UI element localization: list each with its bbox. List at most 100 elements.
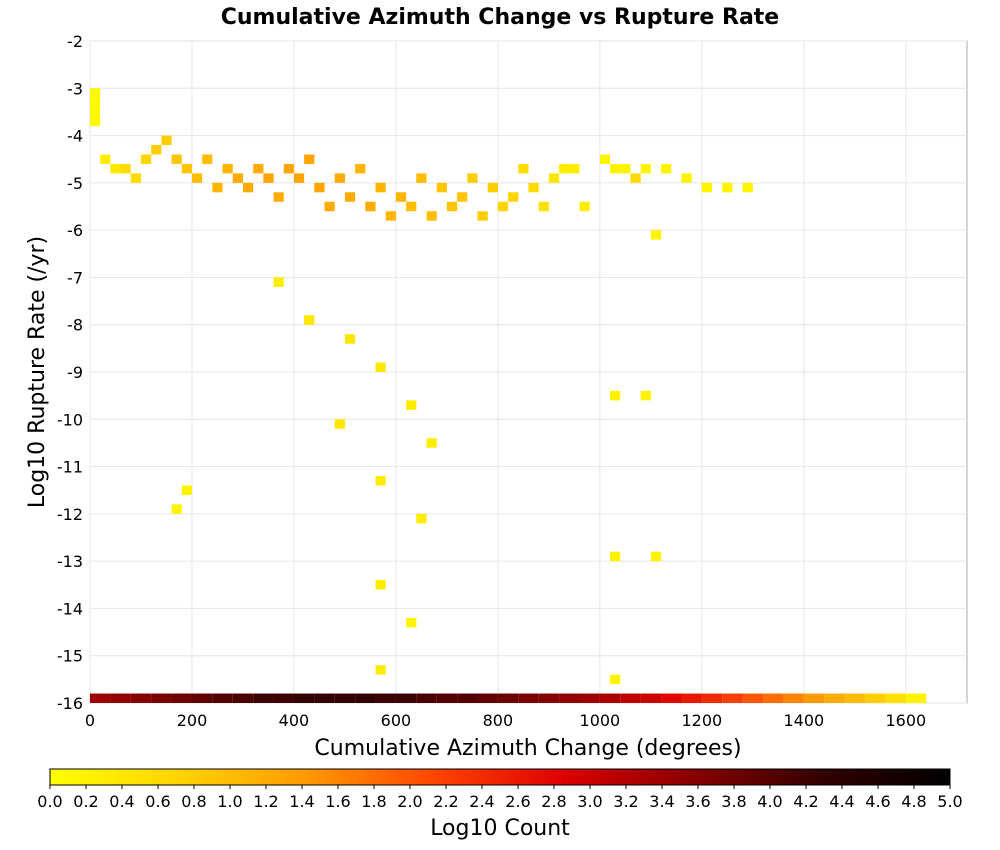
heatmap-cell [467,173,478,183]
colorbar-tick-label: 3.8 [721,792,746,811]
y-tick-label: -15 [57,647,83,666]
heatmap-cell [212,182,223,193]
heatmap-cell [640,163,651,174]
heatmap-cell [610,390,621,401]
heatmap-cell [426,438,437,448]
heatmap-baseline-cell [905,693,927,703]
heatmap-cell [497,201,509,212]
heatmap-baseline-cell [375,693,396,703]
heatmap-baseline-cell [130,693,152,703]
colorbar-tick-label: 3.6 [685,792,710,811]
y-tick-label: -6 [67,221,83,240]
y-tick-label: -3 [67,79,83,98]
heatmap-cell [90,88,101,98]
y-tick-label: -11 [57,458,83,477]
heatmap-cell [375,665,386,675]
heatmap-baseline-cell [110,693,131,703]
heatmap-cell [90,97,101,108]
heatmap-cell [701,182,713,193]
heatmap-cell [161,135,172,146]
colorbar [49,768,951,786]
x-axis-ticks: 0 200 400 600 800 1000 1200 1400 1600 [85,711,926,730]
heatmap-cell [324,201,335,212]
heatmap-cell [579,201,590,212]
heatmap-baseline-cell [783,693,804,703]
heatmap-baseline-cell [538,693,560,703]
heatmap-baseline-cell [253,693,274,703]
x-tick-label: 200 [177,711,208,730]
heatmap-cell [171,504,182,514]
colorbar-tick-label: 2.6 [505,792,530,811]
heatmap-baseline-cell [151,693,172,703]
heatmap-cell [375,182,386,193]
heatmap-cell [630,173,641,183]
y-tick-label: -13 [57,552,83,571]
heatmap-cell [446,201,458,212]
heatmap-cell [110,163,121,174]
heatmap-cell [293,173,305,183]
heatmap-baseline-cell [885,693,906,703]
heatmap-baseline-cell [722,693,743,703]
x-tick-label: 1000 [580,711,621,730]
heatmap-baseline-cell [865,693,886,703]
colorbar-label: Log10 Count [430,816,570,841]
heatmap-cell [661,163,672,174]
colorbar-tick-label: 0.2 [73,792,98,811]
heatmap-baseline-cell [212,693,233,703]
heatmap-cell [477,211,488,221]
heatmap-cell [610,551,621,562]
heatmap-baseline-cell [579,693,600,703]
heatmap-cell [253,163,264,174]
heatmap-cell [140,154,152,164]
heatmap-baseline-cell [701,693,723,703]
heatmap-baseline-cell [334,693,356,703]
heatmap-baseline-cell [457,693,478,703]
colorbar-tick-label: 4.8 [901,792,926,811]
heatmap-cell [263,173,274,183]
heatmap-baseline-cell [171,693,192,703]
heatmap-cell [640,390,651,401]
heatmap-baseline-cell [803,693,825,703]
heatmap-baseline-cell [763,693,784,703]
x-tick-label: 1200 [682,711,723,730]
y-axis-ticks: -2 -3 -4 -5 -6 -7 -8 -9 -10 -11 -12 -13 -14 -15 -16 [57,32,83,713]
heatmap-cell [548,173,560,183]
heatmap-cell [365,201,376,212]
heatmap-cell [355,163,366,174]
x-axis-label: Cumulative Azimuth Change (degrees) [314,736,741,761]
heatmap-cell [487,182,498,193]
heatmap-baseline-cell [314,693,335,703]
y-tick-label: -12 [57,505,83,524]
heatmap-cells [90,88,927,703]
heatmap-cell [242,182,254,193]
colorbar-tick-label: 4.4 [829,792,854,811]
heatmap-cell [273,277,284,287]
y-tick-label: -14 [57,599,83,618]
heatmap-cell [436,182,447,193]
colorbar-ticks: 0.0 0.2 0.4 0.6 0.8 1.0 1.2 1.4 1.6 1.8 2.0 2.2 2.4 2… [37,785,963,811]
x-tick-label: 400 [279,711,310,730]
colorbar-tick-label: 0.8 [181,792,206,811]
heatmap-cell [508,192,519,202]
colorbar-tick-label: 1.0 [217,792,242,811]
heatmap-cell [406,617,417,628]
heatmap-cell [620,163,631,174]
heatmap-cell [610,163,621,174]
heatmap-cell [569,163,580,174]
heatmap-cell [181,163,192,174]
heatmap-baseline-cell [90,693,111,703]
heatmap-baseline-cell [661,693,682,703]
y-tick-label: -16 [57,694,83,713]
heatmap-cell [344,334,356,344]
colorbar-tick-label: 3.4 [649,792,674,811]
heatmap-baseline-cell [191,693,213,703]
heatmap-baseline-cell [559,693,580,703]
heatmap-baseline-cell [742,693,764,703]
colorbar-tick-label: 4.6 [865,792,890,811]
heatmap-cell [171,154,182,164]
heatmap-cell [304,154,315,164]
heatmap-cell [559,163,570,174]
heatmap-baseline-cell [518,693,539,703]
y-tick-label: -5 [67,174,83,193]
heatmap-cell [334,173,345,183]
